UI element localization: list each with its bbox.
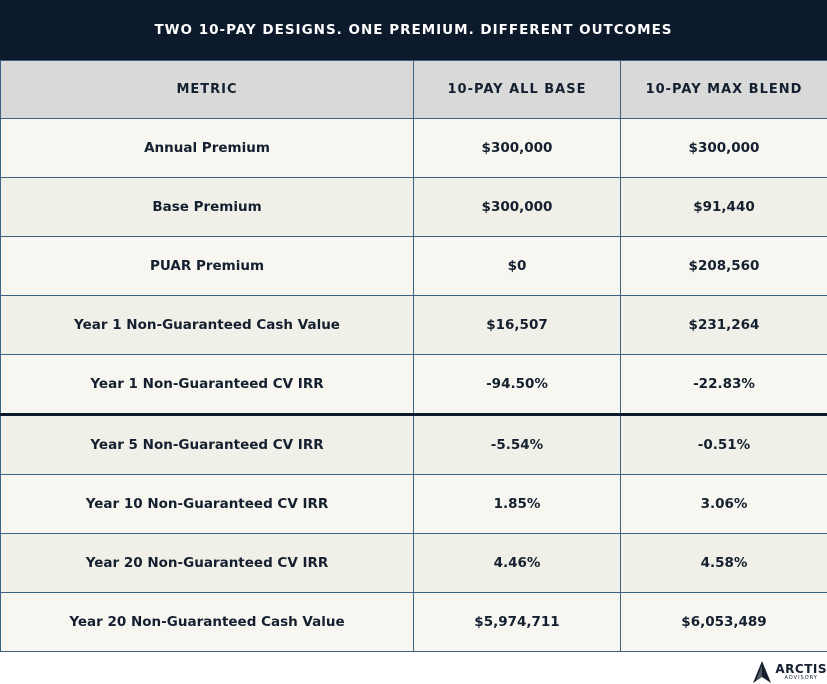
column-header-metric: METRIC xyxy=(0,60,414,119)
all-base-cell: -5.54% xyxy=(413,413,621,475)
metric-cell: Year 20 Non-Guaranteed CV IRR xyxy=(0,533,414,593)
metric-cell: Year 10 Non-Guaranteed CV IRR xyxy=(0,474,414,534)
metric-cell: Year 1 Non-Guaranteed CV IRR xyxy=(0,354,414,415)
max-blend-cell: $208,560 xyxy=(620,236,827,296)
metric-cell: Annual Premium xyxy=(0,118,414,178)
metric-cell: Year 20 Non-Guaranteed Cash Value xyxy=(0,592,414,652)
max-blend-cell: -0.51% xyxy=(620,413,827,475)
arctis-logo: ARCTIS ADVISORY xyxy=(753,661,827,683)
table-row: PUAR Premium $0 $208,560 xyxy=(0,236,827,296)
table-row: Year 1 Non-Guaranteed CV IRR -94.50% -22.8… xyxy=(0,354,827,415)
table-row: Year 10 Non-Guaranteed CV IRR 1.85% 3.06% xyxy=(0,474,827,534)
column-header-all-base: 10-PAY ALL BASE xyxy=(413,60,621,119)
table-row: Year 5 Non-Guaranteed CV IRR -5.54% -0.51% xyxy=(0,413,827,475)
metric-cell: Year 1 Non-Guaranteed Cash Value xyxy=(0,295,414,355)
max-blend-cell: -22.83% xyxy=(620,354,827,415)
table-row: Base Premium $300,000 $91,440 xyxy=(0,177,827,237)
header-row: METRIC 10-PAY ALL BASE 10-PAY MAX BLEND xyxy=(0,60,827,119)
table-row: Year 20 Non-Guaranteed CV IRR 4.46% 4.58% xyxy=(0,533,827,593)
max-blend-cell: $231,264 xyxy=(620,295,827,355)
all-base-cell: $5,974,711 xyxy=(413,592,621,652)
metric-cell: Base Premium xyxy=(0,177,414,237)
max-blend-cell: $6,053,489 xyxy=(620,592,827,652)
max-blend-cell: $91,440 xyxy=(620,177,827,237)
logo-subtitle: ADVISORY xyxy=(784,674,818,681)
metric-cell: PUAR Premium xyxy=(0,236,414,296)
all-base-cell: 4.46% xyxy=(413,533,621,593)
all-base-cell: $300,000 xyxy=(413,118,621,178)
page-title: TWO 10-PAY DESIGNS. ONE PREMIUM. DIFFERE… xyxy=(0,0,827,60)
all-base-cell: 1.85% xyxy=(413,474,621,534)
arctis-mountain-icon xyxy=(753,661,772,683)
all-base-cell: $16,507 xyxy=(413,295,621,355)
table-row: Year 1 Non-Guaranteed Cash Value $16,507 $… xyxy=(0,295,827,355)
max-blend-cell: $300,000 xyxy=(620,118,827,178)
comparison-table: METRIC 10-PAY ALL BASE 10-PAY MAX BLEND … xyxy=(0,60,827,652)
all-base-cell: $300,000 xyxy=(413,177,621,237)
logo-name: ARCTIS xyxy=(775,661,827,676)
metric-cell: Year 5 Non-Guaranteed CV IRR xyxy=(0,413,414,475)
all-base-cell: $0 xyxy=(413,236,621,296)
max-blend-cell: 3.06% xyxy=(620,474,827,534)
table-row: Year 20 Non-Guaranteed Cash Value $5,974,… xyxy=(0,592,827,652)
all-base-cell: -94.50% xyxy=(413,354,621,415)
max-blend-cell: 4.58% xyxy=(620,533,827,593)
column-header-max-blend: 10-PAY MAX BLEND xyxy=(620,60,827,119)
table-row: Annual Premium $300,000 $300,000 xyxy=(0,118,827,178)
